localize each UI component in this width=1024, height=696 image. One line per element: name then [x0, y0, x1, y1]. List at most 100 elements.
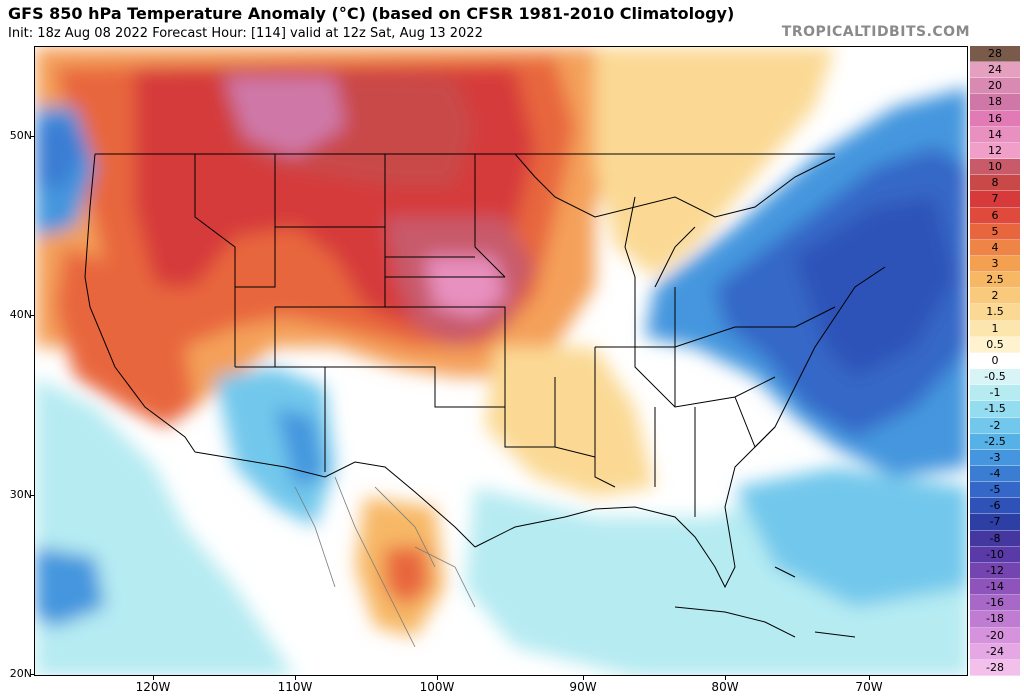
lon-tick [725, 676, 726, 680]
legend-level-label: 6 [991, 208, 999, 222]
legend-level-label: 12 [988, 143, 1002, 157]
legend-swatch: -6 [970, 498, 1020, 515]
legend-swatch: 10 [970, 159, 1020, 176]
map-canvas [35, 47, 967, 675]
legend-swatch: -0.5 [970, 369, 1020, 386]
legend-swatch: 6 [970, 207, 1020, 224]
legend-level-label: -7 [989, 515, 1001, 529]
lon-tick [583, 676, 584, 680]
caribbean-coast [674, 566, 856, 638]
legend-level-label: -10 [986, 547, 1004, 561]
lat-label-50n: 50N [9, 129, 32, 142]
legend-swatch: 28 [970, 46, 1020, 63]
legend-swatch: 1 [970, 320, 1020, 337]
legend-swatch: -2.5 [970, 433, 1020, 450]
legend-level-label: -12 [986, 563, 1004, 577]
legend-swatch: -8 [970, 530, 1020, 547]
lon-tick [295, 676, 296, 680]
legend-level-label: 1.5 [986, 305, 1004, 319]
legend-swatch: 2 [970, 288, 1020, 305]
legend-level-label: -14 [986, 580, 1004, 594]
legend-swatch: 7 [970, 191, 1020, 208]
legend-swatch: 20 [970, 78, 1020, 95]
legend-swatch: -24 [970, 643, 1020, 660]
map-title: GFS 850 hPa Temperature Anomaly (°C) (ba… [8, 4, 735, 23]
lat-tick [30, 315, 34, 316]
legend-swatch: -5 [970, 482, 1020, 499]
legend-level-label: 5 [991, 224, 999, 238]
init-valid-info: Init: 18z Aug 08 2022 Forecast Hour: [11… [8, 26, 483, 41]
legend-level-label: 24 [988, 63, 1002, 77]
legend-swatch: -4 [970, 466, 1020, 483]
legend-level-label: -1 [989, 386, 1001, 400]
lon-label-70w: 70W [855, 680, 883, 694]
brand-watermark: TROPICALTIDBITS.COM [781, 24, 970, 40]
legend-level-label: 16 [988, 111, 1002, 125]
legend-swatch: -16 [970, 595, 1020, 612]
lat-tick [30, 495, 34, 496]
legend-level-label: 18 [988, 95, 1002, 109]
legend-level-label: -1.5 [984, 402, 1006, 416]
legend-level-label: 3 [991, 257, 999, 270]
anomaly-field [35, 47, 967, 675]
legend-swatch: -1.5 [970, 401, 1020, 418]
legend-swatch: -18 [970, 611, 1020, 628]
lon-label-100w: 100W [419, 680, 455, 694]
legend-level-label: -0.5 [984, 370, 1006, 384]
legend-level-label: 2.5 [986, 273, 1004, 287]
legend-swatch: 8 [970, 175, 1020, 192]
legend-swatch: 0 [970, 352, 1020, 370]
legend-level-label: 14 [988, 127, 1002, 141]
legend-swatch: 18 [970, 94, 1020, 111]
lon-tick [437, 676, 438, 680]
legend-swatch: 12 [970, 142, 1020, 160]
legend-swatch: 14 [970, 126, 1020, 143]
legend-level-label: 20 [988, 79, 1002, 93]
legend-level-label: 0.5 [986, 337, 1004, 351]
legend-level-label: -20 [986, 628, 1004, 642]
legend-level-label: -16 [986, 596, 1004, 610]
lon-label-120w: 120W [135, 680, 171, 694]
lat-label-20n: 20N [9, 667, 32, 680]
legend-swatch: 5 [970, 223, 1020, 240]
legend-swatch: 16 [970, 110, 1020, 127]
legend-swatch: 4 [970, 239, 1020, 256]
legend-level-label: -5 [989, 483, 1001, 497]
legend-level-label: -6 [989, 499, 1001, 513]
lon-label-110w: 110W [277, 680, 313, 694]
legend-swatch: -1 [970, 385, 1020, 402]
lon-tick [153, 676, 154, 680]
legend-level-label: -18 [986, 612, 1004, 626]
legend-swatch: 24 [970, 62, 1020, 79]
lat-tick [30, 674, 34, 675]
lat-tick [30, 136, 34, 137]
legend-level-label: -2.5 [984, 434, 1006, 448]
legend-level-label: 0 [991, 353, 999, 367]
legend-swatch: -28 [970, 659, 1020, 676]
legend-swatch: -10 [970, 546, 1020, 563]
legend-swatch: -12 [970, 562, 1020, 580]
lon-label-90w: 90W [569, 680, 597, 694]
legend-level-label: 28 [988, 47, 1002, 60]
legend-swatch: -7 [970, 514, 1020, 531]
legend-level-label: -4 [989, 467, 1001, 480]
legend-swatch: -20 [970, 627, 1020, 644]
legend-swatch: 2.5 [970, 272, 1020, 289]
lon-tick [869, 676, 870, 680]
legend-level-label: 7 [991, 192, 999, 206]
color-legend: 28 24 20 18 16 14 12 10 8 7 6 5 4 3 2.5 2 1.5 1 0.5 0 -0.5 -1… [970, 46, 1020, 676]
legend-level-label: -2 [989, 418, 1001, 432]
legend-swatch: 1.5 [970, 304, 1020, 321]
legend-level-label: 8 [991, 176, 999, 190]
legend-level-label: -24 [986, 644, 1004, 658]
legend-swatch: -2 [970, 417, 1020, 434]
lat-label-40n: 40N [9, 308, 32, 321]
legend-swatch: -3 [970, 449, 1020, 466]
legend-swatch: 0.5 [970, 336, 1020, 353]
anomaly-map [34, 46, 968, 676]
legend-swatch: 3 [970, 256, 1020, 273]
lon-label-80w: 80W [711, 680, 739, 694]
boundary-lines [84, 153, 886, 589]
legend-swatch: -14 [970, 579, 1020, 596]
legend-level-label: 4 [991, 240, 999, 254]
